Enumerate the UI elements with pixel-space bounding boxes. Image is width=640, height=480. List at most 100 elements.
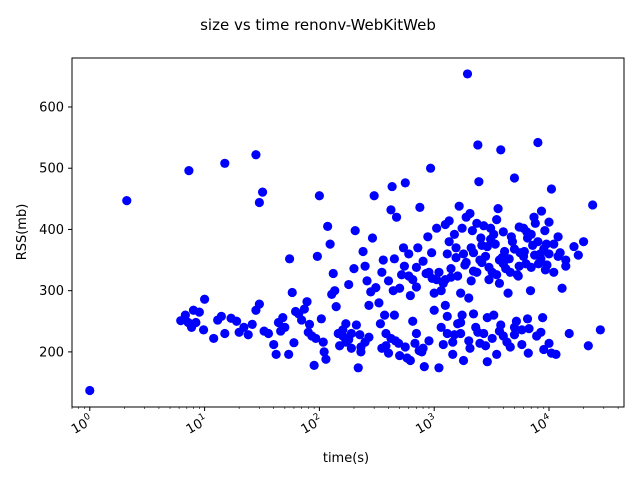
data-point [386,205,396,215]
data-point [429,288,439,298]
data-point [419,361,429,372]
data-point [424,336,434,346]
data-point [440,300,450,310]
data-point [484,262,494,272]
data-point [522,314,533,324]
data-point [509,173,520,183]
data-point [341,319,351,329]
data-point [569,241,579,252]
data-point [486,234,496,244]
data-point [502,337,512,347]
data-point [512,270,522,280]
data-point [432,223,442,233]
data-point [457,310,467,320]
y-tick-label: 300 [39,284,64,299]
data-point [434,363,444,373]
data-point [323,221,333,231]
data-point [494,278,505,288]
y-axis-label: RSS(mb) [15,204,30,261]
data-point [321,354,331,364]
data-point [331,301,341,312]
data-point [209,333,219,344]
data-point [350,226,360,236]
data-point [399,261,409,271]
data-point [418,256,428,266]
x-tick-label: 101 [183,412,211,438]
y-tick-label: 200 [39,345,64,360]
data-point [346,328,356,339]
data-point [395,350,405,361]
data-point [358,246,368,257]
data-point [453,271,463,281]
data-point [429,305,439,315]
data-point [263,328,274,339]
data-point [319,347,329,357]
data-point [462,69,473,79]
data-point [269,339,279,350]
data-point [389,254,399,264]
data-point [389,310,399,320]
data-point [381,341,391,351]
data-point [544,217,554,227]
data-point [588,200,598,210]
data-point [498,227,508,237]
data-point [519,246,529,257]
data-point [278,313,288,323]
data-point [328,268,338,279]
data-point [444,216,454,226]
data-point [465,208,475,219]
data-point [509,330,520,340]
data-point [492,270,502,280]
data-point [355,330,365,340]
data-point [184,166,194,176]
data-point [400,178,410,188]
data-point [404,249,414,259]
data-point [284,349,294,359]
data-point [330,286,340,296]
data-point [448,337,458,347]
data-point [454,201,464,211]
data-point [311,333,321,344]
data-point [506,232,516,242]
data-point [369,191,379,201]
data-point [536,206,547,216]
data-point [505,267,515,277]
data-point [220,158,230,168]
data-point [216,311,226,321]
data-point [549,267,559,277]
data-point [473,140,483,150]
data-point [383,276,394,286]
data-point [479,221,489,231]
data-point [499,246,510,257]
data-point [465,343,475,353]
data-point [360,261,370,271]
data-point [411,282,422,292]
data-point [397,270,407,280]
data-point [496,320,506,330]
data-point [522,227,532,237]
data-point [436,286,446,296]
data-point [239,322,249,332]
data-point [540,226,550,236]
data-point [423,232,433,242]
data-point [472,267,482,277]
data-point [524,324,534,334]
data-point [467,226,477,236]
data-point [546,348,557,358]
y-tick-label: 600 [39,100,64,115]
data-point [390,336,401,346]
y-tick-label: 400 [39,223,64,238]
data-point [456,288,466,298]
data-point [578,237,589,247]
data-point [474,177,484,187]
data-point [540,265,550,275]
data-point [400,342,410,352]
data-point [287,287,297,298]
y-tick-label: 500 [39,162,64,177]
data-point [503,288,513,298]
data-point [451,243,461,253]
data-point [316,314,326,324]
data-point [302,297,312,307]
data-point [446,264,456,274]
data-point [525,286,536,296]
